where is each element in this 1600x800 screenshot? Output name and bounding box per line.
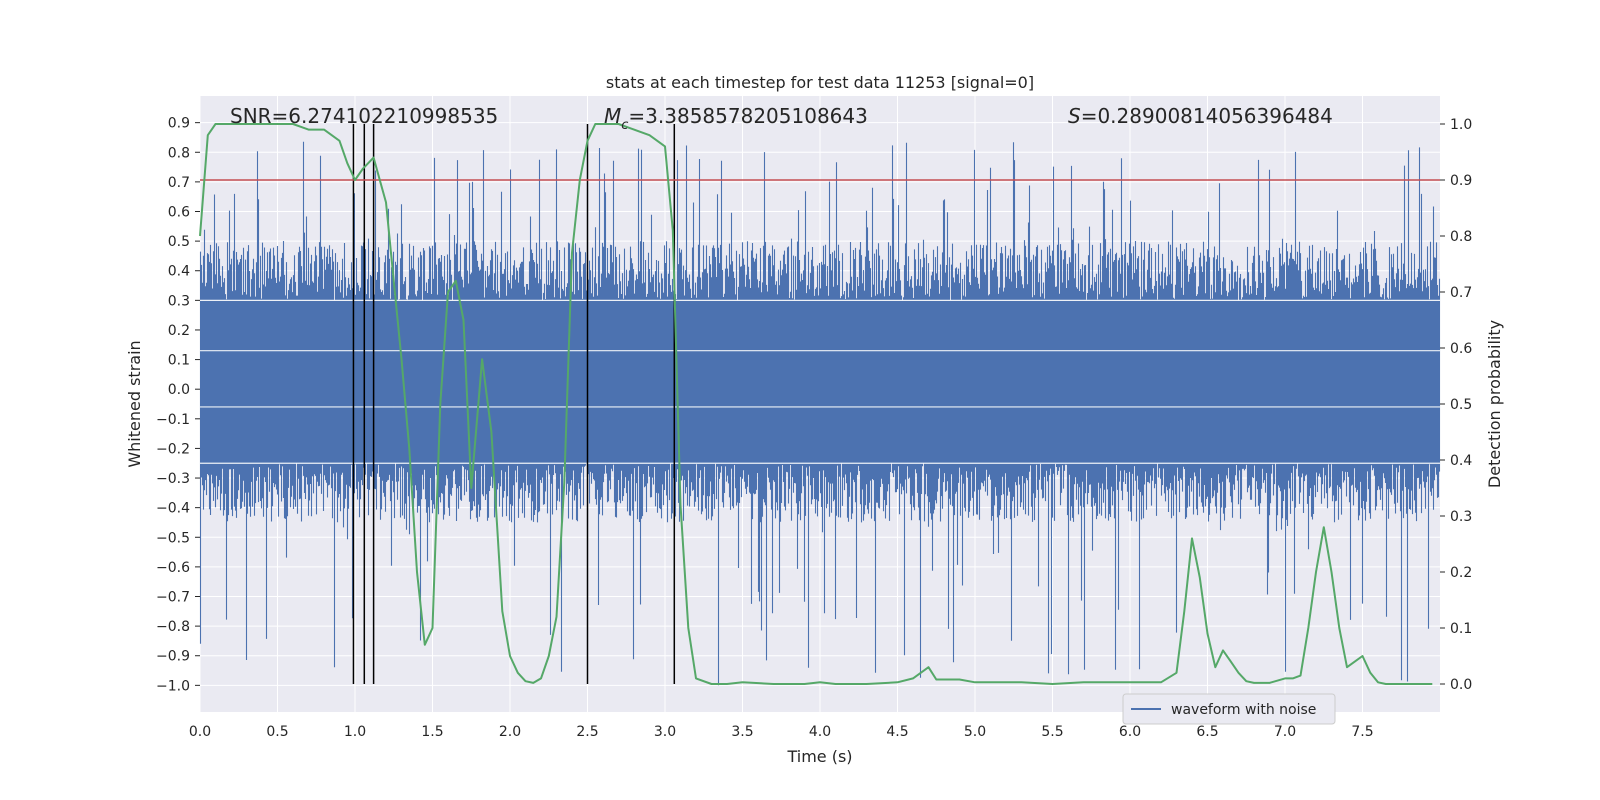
x-tick-label: 6.5 (1196, 724, 1218, 740)
y-left-tick-label: −0.3 (156, 471, 190, 487)
y-right-tick-label: 0.3 (1450, 509, 1472, 525)
x-tick-label: 5.5 (1041, 724, 1063, 740)
x-tick-label: 6.0 (1119, 724, 1141, 740)
mc-annotation: Mc=3.3858578205108643 (604, 104, 868, 133)
x-tick-label: 0.0 (189, 724, 211, 740)
y-left-tick-label: −1.0 (156, 678, 190, 694)
y-left-tick-label: −0.4 (156, 501, 190, 517)
ticks: 0.0 0.5 1.0 1.5 2.0 2.5 3.0 3.5 4.0 4.5 5.0 5.5 6.0 6… (156, 116, 1472, 740)
x-tick-label: 1.5 (421, 724, 443, 740)
vertical-markers (352, 124, 676, 684)
y-right-tick-label: 0.5 (1450, 397, 1472, 413)
y-left-tick-label: 0.9 (168, 116, 190, 132)
y-left-tick-label: −0.8 (156, 619, 190, 635)
snr-annotation: SNR=6.274102210998535 (230, 104, 498, 128)
y-left-tick-label: 0.4 (168, 264, 190, 280)
x-tick-label: 5.0 (964, 724, 986, 740)
y-right-tick-label: 0.9 (1450, 173, 1472, 189)
legend-box (1122, 693, 1336, 725)
s-value: =0.28900814056396484 (1081, 104, 1333, 128)
y-left-tick-label: −0.9 (156, 649, 190, 665)
y-left-tick-label: −0.1 (156, 412, 190, 428)
y-left-tick-label: −0.6 (156, 560, 190, 576)
x-axis-label: Time (s) (786, 747, 852, 766)
probability-line (199, 123, 1433, 685)
y-left-tick-label: −0.5 (156, 530, 190, 546)
x-tick-label: 2.5 (576, 724, 598, 740)
y-left-tick-label: 0.5 (168, 234, 190, 250)
y-left-tick-label: 0.3 (168, 293, 190, 309)
y-right-tick-label: 0.4 (1450, 453, 1472, 469)
y-right-tick-label: 1.0 (1450, 117, 1472, 133)
mc-symbol: M (604, 104, 621, 128)
y-right-tick-label: 0.7 (1450, 285, 1472, 301)
y-left-tick-label: 0.2 (168, 323, 190, 339)
y-right-tick-label: 0.1 (1450, 621, 1472, 637)
x-tick-label: 7.5 (1351, 724, 1373, 740)
noise-series (199, 141, 1441, 686)
x-tick-label: 3.0 (654, 724, 676, 740)
y-left-tick-label: 0.6 (168, 205, 190, 221)
y-left-tick-label: 0.1 (168, 353, 190, 369)
legend-label: waveform with noise (1171, 702, 1316, 718)
y-axis-label-right: Detection probability (1485, 320, 1504, 488)
y-left-tick-label: −0.7 (156, 590, 190, 606)
y-left-tick-label: 0.8 (168, 145, 190, 161)
y-left-tick-label: 0.7 (168, 175, 190, 191)
y-axis-label-left: Whitened strain (125, 340, 144, 467)
y-right-tick-label: 0.6 (1450, 341, 1472, 357)
x-tick-label: 0.5 (266, 724, 288, 740)
x-tick-label: 4.5 (886, 724, 908, 740)
y-right-tick-label: 0.0 (1450, 677, 1472, 693)
mc-subscript: c (621, 118, 628, 133)
probability-series (199, 123, 1433, 685)
y-left-tick-label: −0.2 (156, 441, 190, 457)
y-right-tick-label: 0.8 (1450, 229, 1472, 245)
y-right-tick-label: 0.2 (1450, 565, 1472, 581)
x-tick-label: 2.0 (499, 724, 521, 740)
x-tick-label: 4.0 (809, 724, 831, 740)
x-tick-label: 3.5 (731, 724, 753, 740)
x-tick-label: 7.0 (1274, 724, 1296, 740)
s-symbol: S (1068, 104, 1081, 128)
mc-value: =3.3858578205108643 (628, 104, 867, 128)
s-annotation: S=0.28900814056396484 (1068, 104, 1333, 128)
noise-trace (199, 141, 1441, 686)
x-tick-label: 1.0 (344, 724, 366, 740)
chart-title: stats at each timestep for test data 112… (606, 73, 1034, 92)
legend: waveform with noise (1122, 693, 1336, 725)
y-left-tick-label: 0.0 (168, 382, 190, 398)
